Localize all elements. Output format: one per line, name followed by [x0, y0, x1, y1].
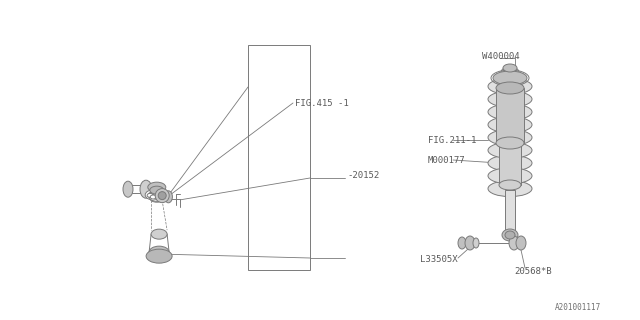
Ellipse shape — [496, 82, 524, 94]
Polygon shape — [150, 194, 162, 198]
Ellipse shape — [488, 180, 532, 196]
Ellipse shape — [148, 192, 158, 198]
Ellipse shape — [496, 137, 524, 149]
Ellipse shape — [458, 237, 466, 249]
Polygon shape — [143, 194, 157, 201]
Ellipse shape — [499, 180, 521, 190]
Ellipse shape — [149, 246, 169, 258]
Bar — [505, 190, 515, 230]
Ellipse shape — [465, 236, 475, 250]
Polygon shape — [143, 193, 164, 201]
Ellipse shape — [473, 238, 479, 248]
Ellipse shape — [488, 130, 532, 146]
Text: FIG.211-1: FIG.211-1 — [428, 135, 476, 145]
Ellipse shape — [150, 186, 164, 194]
Ellipse shape — [150, 195, 156, 199]
Ellipse shape — [164, 191, 172, 203]
Ellipse shape — [156, 188, 169, 203]
Text: FIG.415 -1: FIG.415 -1 — [295, 99, 349, 108]
Ellipse shape — [145, 190, 161, 200]
Ellipse shape — [488, 91, 532, 107]
Ellipse shape — [501, 67, 519, 77]
Ellipse shape — [146, 249, 172, 263]
Ellipse shape — [123, 181, 133, 197]
Ellipse shape — [140, 180, 152, 198]
Ellipse shape — [488, 104, 532, 120]
Ellipse shape — [150, 184, 164, 192]
Ellipse shape — [488, 142, 532, 158]
Ellipse shape — [152, 193, 162, 199]
Polygon shape — [157, 196, 164, 201]
Ellipse shape — [158, 192, 166, 200]
Bar — [248, 45, 310, 270]
Ellipse shape — [149, 191, 165, 201]
Ellipse shape — [488, 155, 532, 171]
Polygon shape — [143, 191, 164, 199]
Ellipse shape — [150, 194, 164, 202]
Bar — [496, 88, 524, 143]
Ellipse shape — [509, 236, 519, 250]
Bar — [499, 143, 521, 185]
Ellipse shape — [488, 168, 532, 184]
Ellipse shape — [516, 236, 526, 250]
Bar — [497, 80, 523, 86]
Text: W400004: W400004 — [482, 52, 520, 60]
Text: 20568*B: 20568*B — [514, 268, 552, 276]
Ellipse shape — [147, 193, 153, 197]
Polygon shape — [149, 193, 161, 198]
Ellipse shape — [148, 182, 166, 192]
Ellipse shape — [493, 71, 527, 85]
Text: M000177: M000177 — [428, 156, 466, 164]
Ellipse shape — [503, 64, 517, 72]
Ellipse shape — [505, 231, 515, 239]
Text: L33505X: L33505X — [420, 255, 458, 265]
Text: -20152: -20152 — [347, 171, 380, 180]
Ellipse shape — [488, 117, 532, 133]
Ellipse shape — [502, 229, 518, 241]
Ellipse shape — [488, 78, 532, 94]
Ellipse shape — [156, 194, 162, 198]
Ellipse shape — [151, 229, 167, 239]
Polygon shape — [150, 191, 164, 198]
Text: A201001117: A201001117 — [555, 303, 601, 313]
Polygon shape — [143, 191, 150, 196]
Polygon shape — [145, 192, 153, 195]
